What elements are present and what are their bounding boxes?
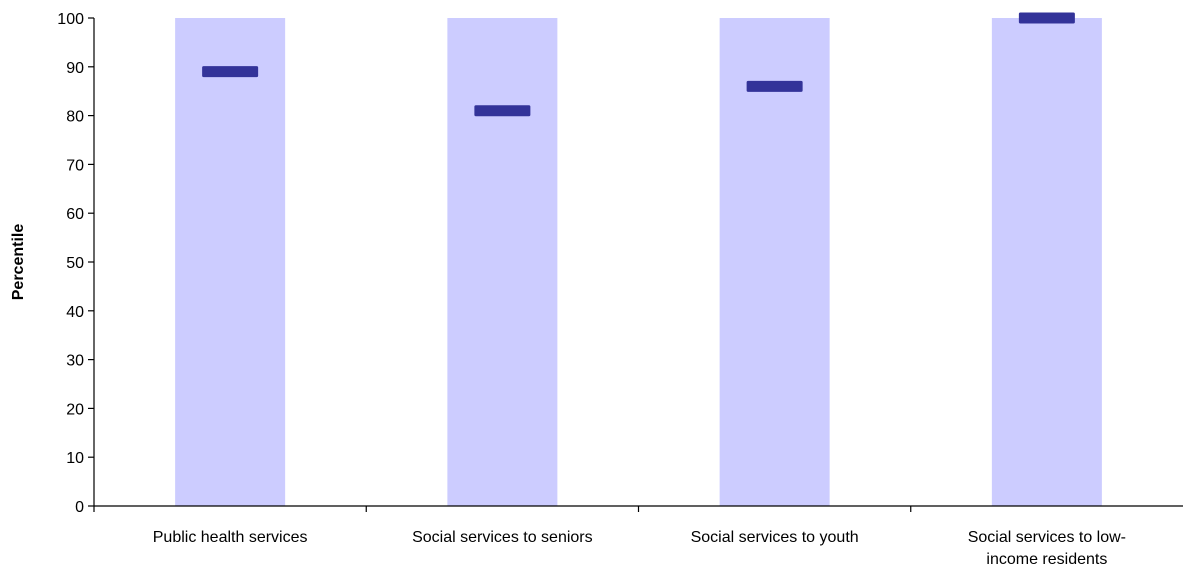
x-category-label: Social services to low-income residents <box>968 529 1126 568</box>
score-markers <box>202 12 1075 117</box>
score-marker <box>1018 12 1075 24</box>
range-bars <box>175 18 1102 506</box>
range-bar <box>175 18 286 506</box>
x-category-labels: Public health services Social services to… <box>153 529 1126 568</box>
y-tick-label: 30 <box>66 353 84 370</box>
y-tick-label: 70 <box>66 157 84 174</box>
x-category-label: Social services to youth <box>691 529 859 546</box>
y-tick-label: 20 <box>66 401 84 418</box>
score-marker <box>474 105 531 117</box>
range-bar <box>447 18 558 506</box>
y-tick-label: 100 <box>57 11 84 28</box>
y-tick-label: 60 <box>66 206 84 223</box>
y-tick-label: 10 <box>66 450 84 467</box>
axes <box>88 17 1183 512</box>
x-category-label: Public health services <box>153 529 308 546</box>
y-tick-label: 40 <box>66 304 84 321</box>
score-marker <box>746 80 803 92</box>
x-category-label: Social services to seniors <box>412 529 593 546</box>
score-marker <box>202 66 259 78</box>
y-tick-label: 90 <box>66 60 84 77</box>
y-axis-title: Percentile <box>10 224 27 301</box>
y-tick-label: 80 <box>66 109 84 126</box>
range-bar <box>991 18 1102 506</box>
y-tick-label: 50 <box>66 255 84 272</box>
range-bar <box>719 18 830 506</box>
y-tick-label: 0 <box>75 499 84 516</box>
y-tick-labels: 0 10 20 30 40 50 60 70 80 90 100 <box>57 11 84 516</box>
